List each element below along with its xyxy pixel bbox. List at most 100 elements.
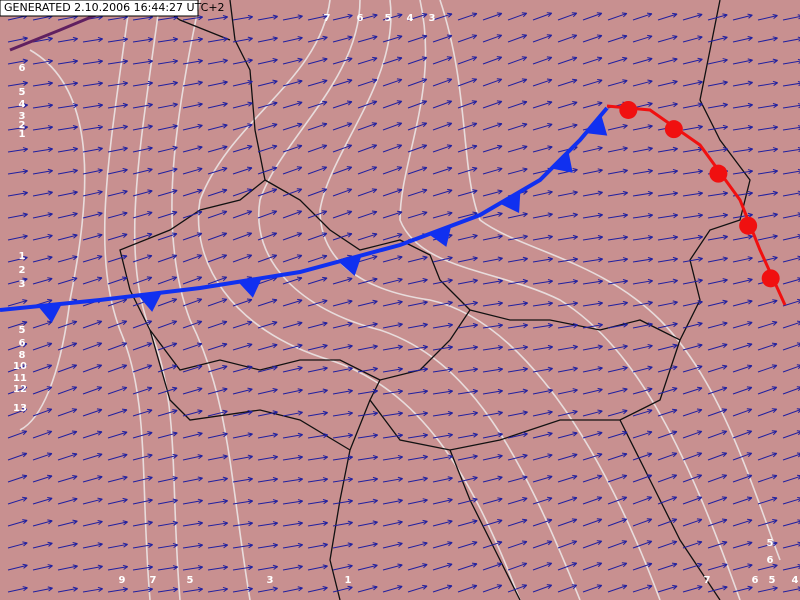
wind-arrow bbox=[757, 452, 778, 461]
wind-arrow bbox=[382, 144, 403, 153]
wind-arrow bbox=[357, 100, 378, 109]
wind-arrow bbox=[607, 584, 628, 593]
wind-arrow bbox=[282, 365, 303, 373]
contour-label: 10 bbox=[13, 361, 27, 372]
wind-arrow bbox=[357, 498, 378, 505]
wind-arrow bbox=[157, 342, 178, 351]
wind-arrow bbox=[382, 389, 404, 395]
wind-arrow bbox=[382, 520, 403, 527]
wind-arrow bbox=[357, 210, 378, 219]
wind-arrow bbox=[407, 344, 429, 351]
wind-arrow bbox=[132, 320, 153, 329]
wind-arrow bbox=[732, 169, 754, 175]
wind-arrow bbox=[607, 474, 628, 483]
warm-front-semicircle bbox=[709, 164, 728, 183]
wind-arrow bbox=[407, 12, 428, 21]
wind-arrow bbox=[782, 212, 800, 219]
wind-arrow bbox=[82, 59, 104, 65]
wind-arrow bbox=[232, 586, 253, 593]
wind-arrow bbox=[107, 364, 128, 373]
wind-arrow bbox=[182, 587, 204, 593]
wind-arrow bbox=[282, 298, 303, 307]
wind-arrow bbox=[7, 147, 29, 153]
wind-arrow bbox=[457, 432, 478, 439]
wind-arrow bbox=[382, 411, 404, 417]
wind-arrow bbox=[382, 366, 404, 373]
cold-front-triangle bbox=[499, 191, 521, 214]
wind-arrow bbox=[482, 78, 503, 87]
cold-front-triangle bbox=[238, 278, 262, 298]
wind-arrow bbox=[632, 12, 653, 21]
wind-arrow bbox=[482, 100, 503, 109]
wind-arrow bbox=[357, 322, 378, 329]
wind-arrow bbox=[207, 80, 228, 87]
wind-arrow bbox=[782, 255, 800, 263]
wind-arrow bbox=[407, 188, 428, 197]
wind-arrow bbox=[657, 452, 678, 461]
wind-arrow bbox=[207, 586, 229, 593]
wind-arrow bbox=[757, 519, 778, 527]
wind-arrow bbox=[632, 387, 653, 395]
wind-arrow bbox=[782, 386, 800, 395]
wind-arrow bbox=[582, 78, 603, 87]
wind-arrow bbox=[482, 167, 503, 175]
cold-front-triangle bbox=[338, 255, 362, 276]
wind-arrow bbox=[632, 168, 653, 175]
wind-arrow bbox=[457, 256, 478, 263]
wind-arrow bbox=[657, 496, 678, 505]
wind-arrow bbox=[657, 213, 679, 219]
wind-arrow bbox=[457, 410, 479, 417]
wind-arrow bbox=[707, 474, 728, 483]
wind-arrow bbox=[607, 212, 629, 219]
wind-arrow bbox=[282, 542, 304, 549]
wind-arrow bbox=[207, 58, 228, 65]
wind-arrow bbox=[757, 255, 778, 263]
wind-arrow bbox=[107, 453, 128, 461]
wind-arrow bbox=[657, 365, 678, 373]
wind-arrow bbox=[182, 58, 203, 65]
wind-arrow bbox=[557, 212, 578, 219]
wind-arrow bbox=[732, 386, 753, 395]
wind-arrow bbox=[457, 519, 478, 527]
wind-arrow bbox=[532, 496, 553, 505]
wind-arrow bbox=[432, 12, 453, 21]
wind-arrow bbox=[457, 34, 478, 43]
wind-arrow bbox=[407, 56, 428, 65]
wind-arrow bbox=[482, 189, 503, 197]
wind-arrow bbox=[682, 35, 703, 43]
wind-arrow bbox=[657, 474, 678, 483]
wind-arrow bbox=[782, 564, 800, 571]
wind-arrow bbox=[132, 475, 153, 483]
wind-arrow bbox=[332, 477, 354, 483]
wind-arrow bbox=[532, 212, 553, 219]
wind-arrow bbox=[157, 320, 178, 329]
wind-arrow bbox=[182, 431, 203, 439]
wind-arrow bbox=[632, 235, 654, 241]
contour-label: 5 bbox=[19, 325, 26, 336]
wind-arrow bbox=[657, 57, 678, 65]
wind-arrow bbox=[582, 101, 603, 109]
wind-arrow bbox=[107, 386, 128, 395]
wind-arrow bbox=[757, 168, 779, 175]
wind-arrow bbox=[432, 519, 453, 527]
wind-arrow bbox=[132, 102, 153, 109]
wind-arrow bbox=[557, 409, 578, 417]
wind-arrow bbox=[432, 345, 454, 351]
wind-arrow bbox=[657, 256, 679, 263]
wind-arrow bbox=[682, 408, 703, 417]
wind-arrow bbox=[157, 298, 178, 307]
wind-arrow bbox=[157, 80, 178, 87]
wind-arrow bbox=[707, 343, 728, 351]
wind-arrow bbox=[757, 408, 778, 417]
wind-arrow bbox=[632, 278, 654, 285]
wind-arrow bbox=[7, 234, 28, 241]
wind-arrow bbox=[407, 389, 429, 395]
wind-arrow bbox=[132, 189, 153, 197]
wind-arrow bbox=[332, 122, 353, 131]
wind-arrow bbox=[32, 81, 54, 87]
wind-arrow bbox=[632, 322, 653, 329]
wind-arrow bbox=[532, 100, 553, 109]
wind-arrow bbox=[532, 256, 554, 263]
wind-arrow bbox=[707, 386, 728, 395]
wind-arrow bbox=[432, 432, 454, 439]
